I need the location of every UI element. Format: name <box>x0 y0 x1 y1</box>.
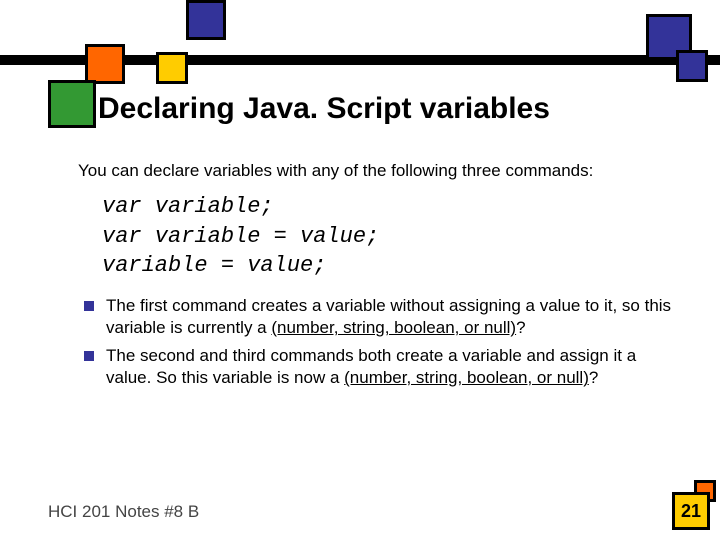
code-line: variable = value; <box>102 253 326 278</box>
code-line: var variable = value; <box>102 224 379 249</box>
code-line: var variable; <box>102 194 274 219</box>
deco-square-blue-right-small <box>676 50 708 82</box>
deco-square-green <box>48 80 96 128</box>
page-number-box: 21 <box>672 492 710 530</box>
intro-text: You can declare variables with any of th… <box>78 160 678 182</box>
slide-title: Declaring Java. Script variables <box>98 92 550 126</box>
bullet-marker-icon <box>84 301 94 311</box>
bullet-underline: (number, string, boolean, or null) <box>344 368 589 387</box>
bullet-text: The second and third commands both creat… <box>106 345 678 389</box>
deco-square-orange <box>85 44 125 84</box>
bullet-underline: (number, string, boolean, or null) <box>271 318 516 337</box>
slide-body: You can declare variables with any of th… <box>78 160 678 396</box>
deco-square-blue-top <box>186 0 226 40</box>
slide: Declaring Java. Script variables You can… <box>0 0 720 540</box>
deco-square-yellow <box>156 52 188 84</box>
bullet-post: ? <box>589 368 598 387</box>
bullet-item: The second and third commands both creat… <box>84 345 678 389</box>
bullet-marker-icon <box>84 351 94 361</box>
page-number: 21 <box>681 501 701 522</box>
bullet-text: The first command creates a variable wit… <box>106 295 678 339</box>
bullet-list: The first command creates a variable wit… <box>84 295 678 389</box>
footer-text: HCI 201 Notes #8 B <box>48 502 199 522</box>
bullet-post: ? <box>516 318 525 337</box>
code-block: var variable; var variable = value; vari… <box>102 192 678 281</box>
bullet-item: The first command creates a variable wit… <box>84 295 678 339</box>
